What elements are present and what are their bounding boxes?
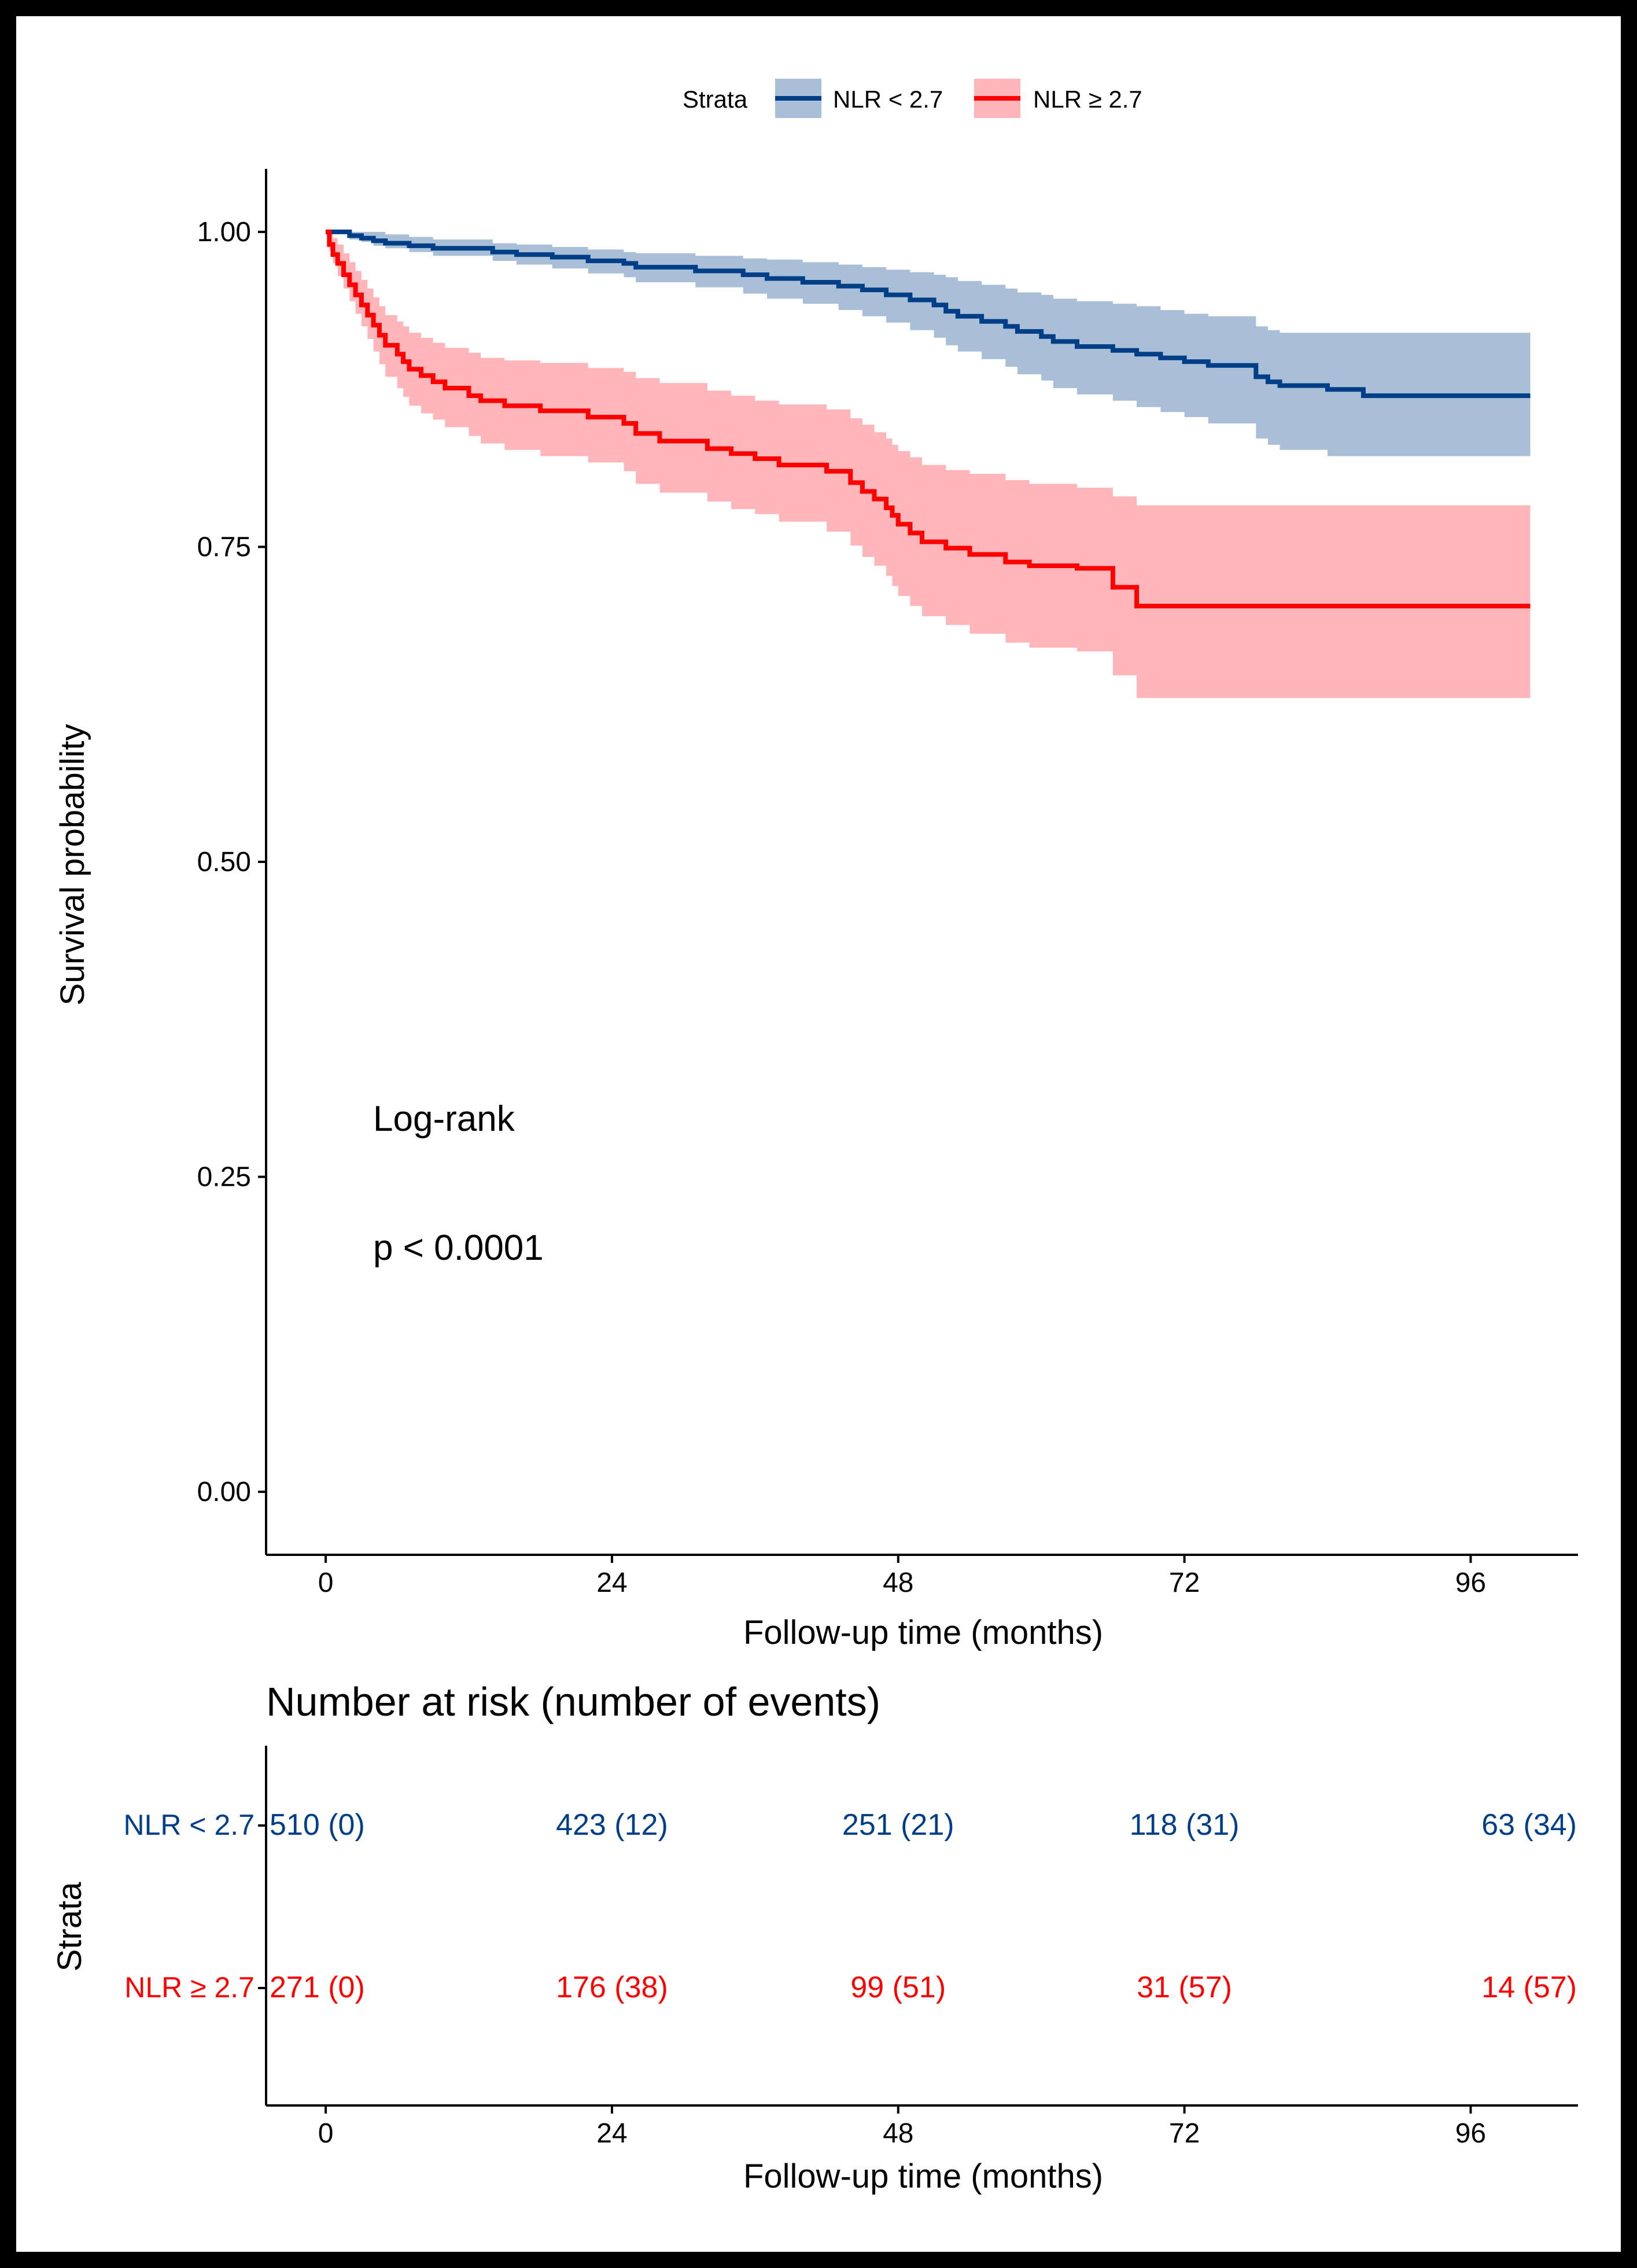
- x-axis-title: Follow-up time (months): [743, 1614, 1103, 1651]
- risk-row-label: NLR ≥ 2.7: [124, 1971, 255, 2004]
- x-tick-label: 48: [883, 2118, 913, 2149]
- legend-title: Strata: [683, 86, 748, 113]
- x-tick-label: 0: [318, 2118, 334, 2149]
- x-tick-label: 48: [883, 1568, 913, 1598]
- risk-cell: 510 (0): [270, 1808, 365, 1842]
- risk-cell: 423 (12): [556, 1808, 668, 1842]
- risk-cell: 251 (21): [842, 1808, 954, 1842]
- x-tick-label: 96: [1455, 2118, 1486, 2149]
- x-tick-label: 24: [596, 2118, 627, 2149]
- x-tick-label: 24: [596, 1568, 627, 1598]
- x-tick-label: 0: [318, 1568, 334, 1598]
- y-tick-label: 1.00: [197, 217, 251, 248]
- confidence-band-high: [326, 231, 1531, 698]
- x-ticks: 0 24 48 72 96: [318, 1555, 1486, 1598]
- y-ticks: 0.00 0.25 0.50 0.75 1.00: [197, 217, 266, 1507]
- y-tick-label: 0.75: [197, 532, 251, 562]
- annotation-pvalue: p < 0.0001: [373, 1228, 544, 1268]
- risk-table-axes: [265, 1746, 1578, 2107]
- annotation-test: Log-rank: [373, 1099, 515, 1139]
- confidence-bands: [326, 231, 1531, 698]
- risk-cell: 176 (38): [556, 1971, 668, 2004]
- legend-entry-low: NLR < 2.7: [833, 86, 943, 113]
- risk-cell: 118 (31): [1130, 1808, 1240, 1842]
- confidence-band-low: [326, 231, 1531, 456]
- risk-table-rows: NLR < 2.7 510 (0) 423 (12) 251 (21) 118 (31)…: [123, 1808, 1577, 2004]
- risk-y-axis-title: Strata: [51, 1882, 89, 1971]
- y-tick-label: 0.00: [197, 1477, 251, 1507]
- legend-entry-high: NLR ≥ 2.7: [1033, 86, 1142, 113]
- risk-cell: 31 (57): [1137, 1971, 1232, 2004]
- legend: Strata NLR < 2.7 NLR ≥ 2.7: [683, 79, 1142, 118]
- risk-cell: 14 (57): [1481, 1971, 1577, 2004]
- risk-x-ticks: 0 24 48 72 96: [318, 2105, 1486, 2149]
- y-axis-title: Survival probability: [54, 724, 91, 1006]
- x-tick-label: 96: [1455, 1568, 1486, 1598]
- risk-row-label: NLR < 2.7: [123, 1809, 255, 1841]
- risk-table-title: Number at risk (number of events): [266, 1679, 880, 1724]
- y-tick-label: 0.25: [197, 1162, 251, 1193]
- x-tick-label: 72: [1169, 2118, 1200, 2149]
- survival-curves: [326, 229, 1531, 609]
- survival-curve-low: [326, 229, 1531, 399]
- survival-curve-high: [326, 229, 1531, 609]
- x-tick-label: 72: [1169, 1568, 1200, 1598]
- risk-x-axis-title: Follow-up time (months): [743, 2158, 1103, 2195]
- risk-cell: 271 (0): [270, 1971, 365, 2004]
- risk-cell: 99 (51): [850, 1971, 946, 2004]
- risk-cell: 63 (34): [1481, 1808, 1577, 1842]
- y-tick-label: 0.50: [197, 847, 251, 877]
